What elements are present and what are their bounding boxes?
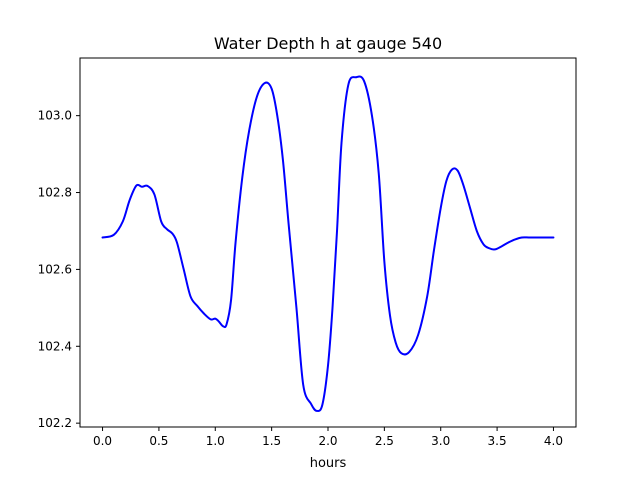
- x-tick-label: 2.5: [375, 434, 394, 448]
- x-tick-label: 4.0: [544, 434, 563, 448]
- x-tick-label: 0.5: [149, 434, 168, 448]
- x-tick-label: 0.0: [93, 434, 112, 448]
- x-tick-label: 3.5: [488, 434, 507, 448]
- x-axis-label: hours: [310, 456, 347, 471]
- y-tick-label: 102.2: [38, 416, 72, 430]
- y-tick-label: 102.6: [38, 262, 72, 276]
- y-axis-ticks: 102.2 102.4 102.6 102.8 103.0: [38, 109, 80, 430]
- plot-area-frame: [79, 57, 577, 428]
- series-line: [101, 75, 555, 413]
- y-tick-label: 103.0: [38, 109, 72, 123]
- x-tick-label: 1.0: [206, 434, 225, 448]
- y-tick-label: 102.8: [38, 186, 72, 200]
- x-tick-label: 1.5: [262, 434, 281, 448]
- chart-title: Water Depth h at gauge 540: [214, 34, 442, 53]
- y-tick-label: 102.4: [38, 339, 72, 353]
- x-axis-ticks: 0.0 0.5 1.0 1.5 2.0 2.5 3.0 3.5 4.0: [93, 427, 563, 448]
- x-tick-label: 3.0: [431, 434, 450, 448]
- x-tick-label: 2.0: [318, 434, 337, 448]
